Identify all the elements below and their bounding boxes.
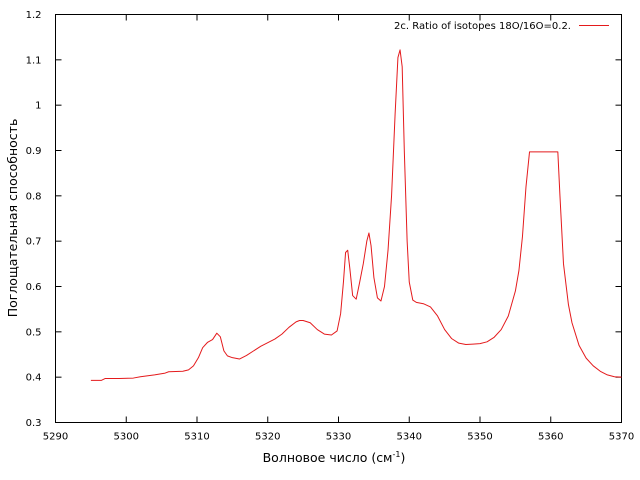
y-tick-label: 1.1 bbox=[26, 55, 42, 66]
legend-label: 2c. Ratio of isotopes 18O/16O=0.2. bbox=[394, 21, 571, 32]
x-tick-label: 5340 bbox=[397, 432, 422, 443]
x-tick-label: 5350 bbox=[467, 432, 492, 443]
series-line bbox=[90, 49, 622, 381]
x-tick-label: 5290 bbox=[43, 432, 68, 443]
x-tick-label: 5330 bbox=[326, 432, 351, 443]
y-axis-ticks: 0.3 0.4 0.5 0.6 0.7 0.8 0.9 1 1.1 1.2 bbox=[26, 10, 622, 429]
y-tick-label: 0.7 bbox=[26, 237, 42, 248]
y-tick-label: 0.9 bbox=[26, 146, 42, 157]
y-axis-title: Поглощательная способность bbox=[5, 119, 20, 318]
x-tick-label: 5360 bbox=[538, 432, 563, 443]
y-tick-label: 0.3 bbox=[26, 418, 42, 429]
legend: 2c. Ratio of isotopes 18O/16O=0.2. bbox=[394, 21, 609, 32]
y-tick-label: 0.6 bbox=[26, 282, 42, 293]
plot-frame bbox=[55, 14, 622, 423]
y-tick-label: 1 bbox=[35, 101, 41, 112]
y-tick-label: 0.5 bbox=[26, 327, 42, 338]
y-tick-label: 0.8 bbox=[26, 191, 42, 202]
x-tick-label: 5310 bbox=[184, 432, 209, 443]
x-tick-label: 5300 bbox=[114, 432, 139, 443]
x-tick-label: 5320 bbox=[255, 432, 280, 443]
x-axis-title: Волновое число (см-1) bbox=[263, 450, 406, 465]
x-tick-label: 5370 bbox=[609, 432, 634, 443]
y-tick-label: 1.2 bbox=[26, 10, 42, 21]
x-axis-ticks: 5290 5300 5310 5320 5330 5340 5350 5360 5370 bbox=[43, 14, 634, 443]
series-layer bbox=[90, 49, 622, 381]
y-tick-label: 0.4 bbox=[26, 373, 42, 384]
